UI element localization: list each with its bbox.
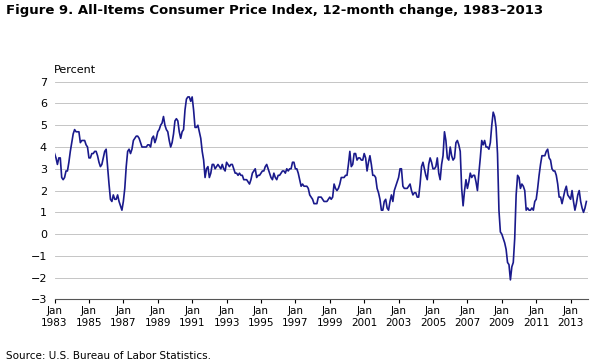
Text: Source: U.S. Bureau of Labor Statistics.: Source: U.S. Bureau of Labor Statistics.	[6, 351, 211, 361]
Text: Percent: Percent	[54, 65, 96, 75]
Text: Figure 9. All-Items Consumer Price Index, 12-month change, 1983–2013: Figure 9. All-Items Consumer Price Index…	[6, 4, 543, 17]
